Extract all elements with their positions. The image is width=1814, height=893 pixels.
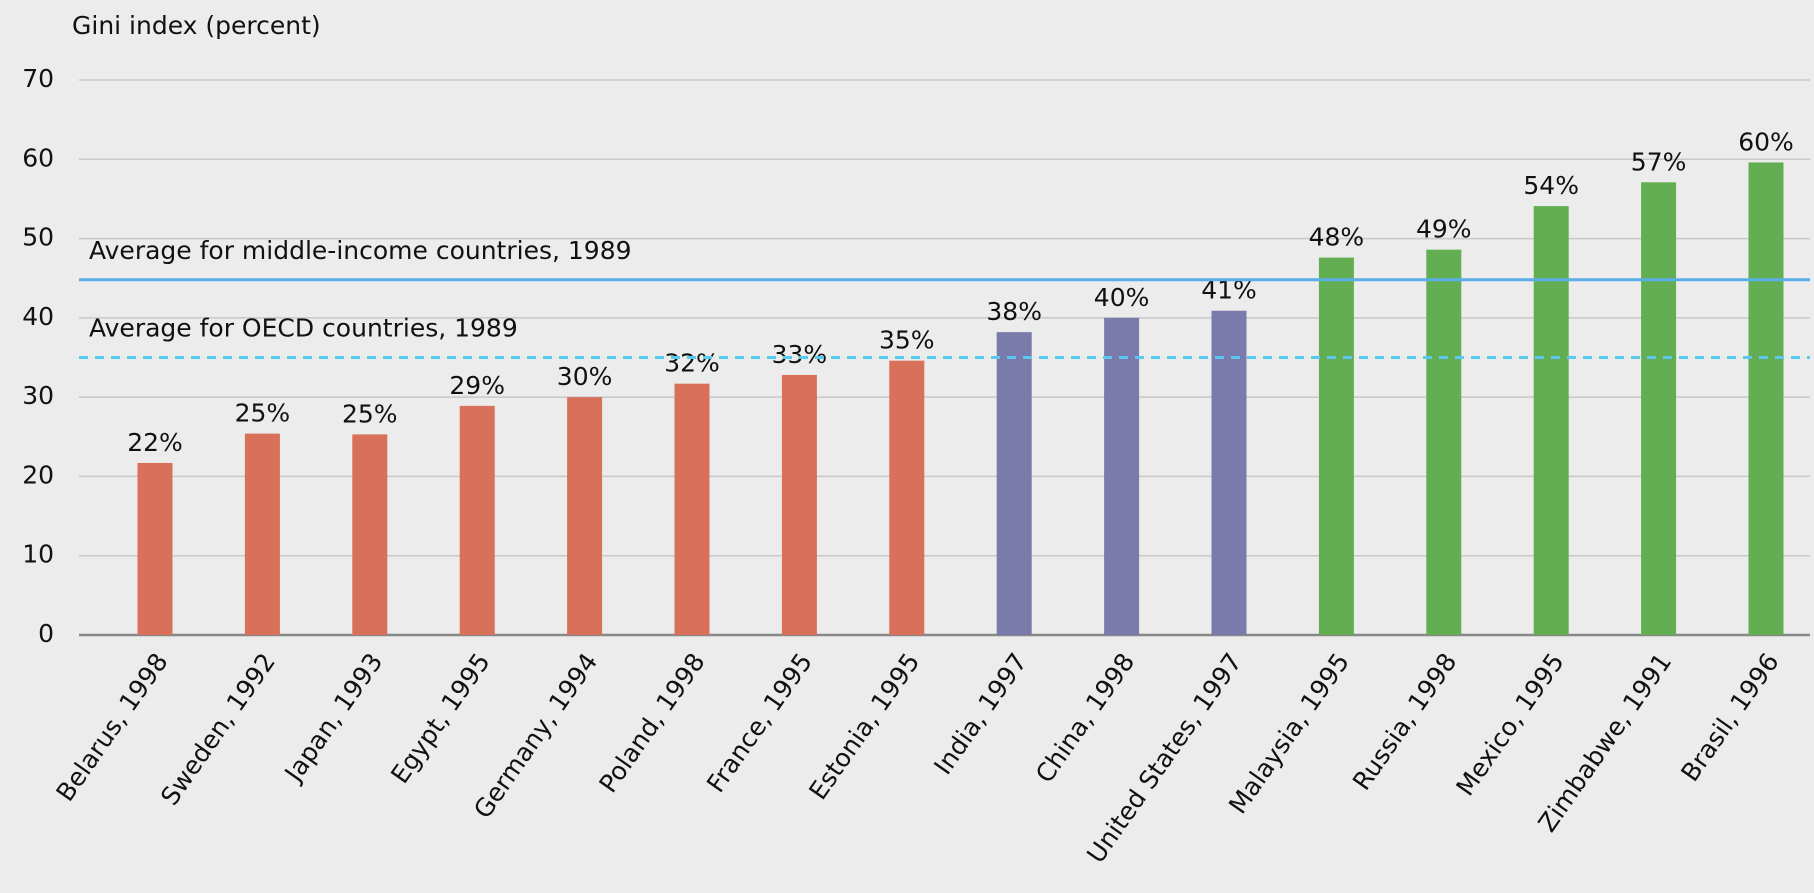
y-axis-label: Gini index (percent) — [72, 11, 321, 40]
data-label: 38% — [986, 297, 1042, 326]
x-tick-label: Japan, 1993 — [278, 648, 389, 789]
y-tick-label: 50 — [22, 223, 54, 252]
x-tick-label: Mexico, 1995 — [1450, 648, 1569, 801]
bar — [1426, 249, 1462, 635]
data-label: 25% — [235, 399, 291, 428]
data-label: 57% — [1631, 147, 1687, 176]
x-tick-label: Poland, 1998 — [593, 648, 710, 798]
reference-label: Average for middle-income countries, 198… — [89, 236, 632, 265]
x-tick-label: Russia, 1998 — [1347, 648, 1462, 796]
x-tick-label: France, 1995 — [701, 648, 818, 798]
y-tick-label: 20 — [22, 460, 54, 489]
y-tick-label: 60 — [22, 143, 54, 172]
bar — [459, 405, 495, 635]
data-label: 32% — [664, 349, 720, 378]
bar — [781, 374, 817, 635]
x-tick-label: Sweden, 1992 — [155, 648, 281, 811]
data-label: 40% — [1094, 283, 1150, 312]
bar — [1641, 182, 1677, 635]
y-tick-label: 10 — [22, 540, 54, 569]
bar — [352, 434, 388, 635]
y-tick-label: 70 — [22, 64, 54, 93]
data-label: 49% — [1416, 215, 1472, 244]
reference-label: Average for OECD countries, 1989 — [89, 314, 518, 343]
x-tick-label: Estonia, 1995 — [803, 648, 925, 805]
bar — [674, 383, 710, 635]
bar — [137, 462, 173, 635]
data-label: 35% — [879, 326, 935, 355]
bar — [1211, 310, 1247, 635]
data-label: 30% — [557, 362, 613, 391]
data-label: 29% — [449, 371, 505, 400]
bar — [1533, 206, 1569, 636]
bar — [996, 332, 1032, 635]
y-tick-label: 40 — [22, 302, 54, 331]
x-tick-label: Brasil, 1996 — [1675, 648, 1784, 787]
data-label: 25% — [342, 399, 398, 428]
data-label: 33% — [772, 340, 828, 369]
x-tick-label: Belarus, 1998 — [50, 648, 173, 807]
bar — [1318, 257, 1354, 635]
x-tick-label: Egypt, 1995 — [385, 648, 496, 789]
data-label: 48% — [1309, 223, 1365, 252]
data-label: 60% — [1738, 127, 1794, 156]
data-label: 22% — [127, 428, 183, 457]
bar — [567, 397, 603, 635]
data-label: 54% — [1523, 171, 1579, 200]
x-tick-label: India, 1997 — [928, 648, 1033, 780]
x-tick-label: Malaysia, 1995 — [1223, 648, 1355, 819]
bar — [1104, 317, 1140, 635]
x-tick-label: China, 1998 — [1030, 648, 1140, 788]
y-tick-label: 30 — [22, 381, 54, 410]
bar — [244, 433, 280, 635]
bar — [1748, 162, 1784, 635]
bar — [889, 360, 925, 635]
y-tick-label: 0 — [38, 619, 54, 648]
